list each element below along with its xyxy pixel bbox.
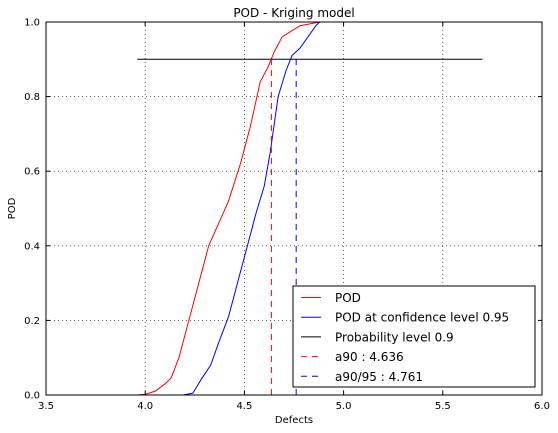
legend-label-pod-at-confidence-level-0-95: POD at confidence level 0.95 (335, 311, 509, 325)
x-axis-title: Defects (275, 415, 313, 426)
y-tick-label: 0.2 (24, 316, 40, 327)
series-line-pod (137, 21, 344, 396)
chart-title: POD - Kriging model (233, 6, 354, 20)
y-tick-label: 0.0 (24, 391, 40, 402)
x-tick-label: 5.5 (435, 401, 451, 412)
x-tick-label: 4.0 (137, 401, 153, 412)
series-line-pod-at-confidence-level-0-95 (137, 21, 344, 396)
y-tick-label: 0.4 (24, 241, 40, 252)
legend-box (292, 285, 536, 388)
legend-label-a90-4-636: a90 : 4.636 (335, 350, 404, 364)
legend: POD POD at confidence level 0.95 Probabili… (292, 285, 536, 388)
y-tick-label: 1.0 (24, 18, 40, 29)
legend-label-probability-level-0-9: Probability level 0.9 (335, 330, 454, 344)
x-tick-label: 4.5 (236, 401, 252, 412)
x-tick-label: 3.5 (38, 401, 54, 412)
y-axis-title: POD (7, 197, 18, 219)
tick-layer: 3.5 4.0 4.5 5.0 5.5 6.0 0.0 0.2 0.4 0.6 0.8 1.0 (24, 18, 550, 413)
x-tick-label: 6.0 (534, 401, 550, 412)
x-tick-label: 5.0 (336, 401, 352, 412)
legend-label-pod: POD (335, 291, 361, 305)
legend-label-a90-95-4-761: a90/95 : 4.761 (335, 370, 423, 384)
plot-frame (45, 21, 543, 396)
y-tick-label: 0.8 (24, 92, 40, 103)
y-tick-label: 0.6 (24, 167, 40, 178)
